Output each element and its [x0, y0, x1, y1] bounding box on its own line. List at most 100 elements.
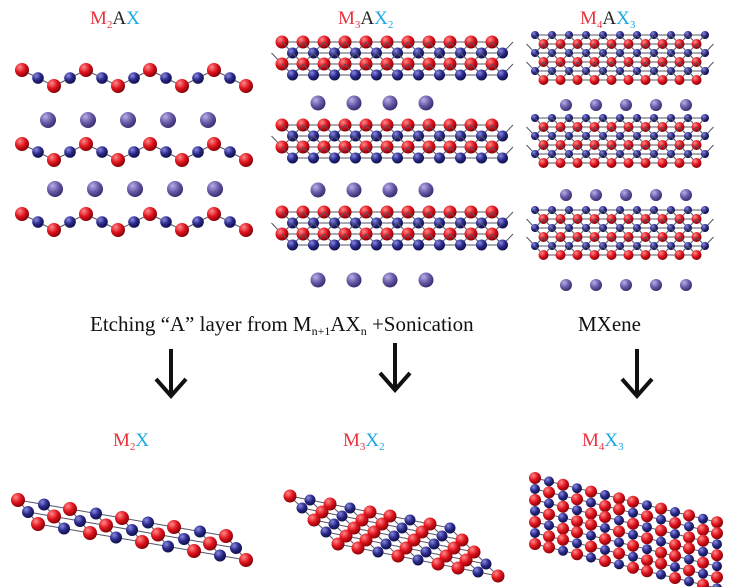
x-atom — [476, 152, 487, 164]
a-atom — [680, 99, 692, 111]
m-atom — [79, 137, 93, 151]
x-atom — [455, 239, 466, 251]
m-atom — [674, 158, 685, 168]
m-atom — [407, 533, 421, 547]
m-atom — [31, 517, 45, 531]
a-atom — [200, 112, 216, 128]
x-atom — [544, 476, 554, 487]
x-atom — [412, 554, 424, 566]
m-atom — [585, 540, 597, 553]
m2x-mxene-sheet — [11, 493, 253, 567]
x-atom — [344, 502, 356, 514]
a-atom — [310, 182, 326, 198]
m-atom — [641, 565, 653, 578]
m-atom — [589, 250, 600, 260]
m-atom — [239, 553, 253, 567]
m-atom — [655, 546, 667, 559]
x-atom — [572, 505, 582, 516]
a-atom — [590, 279, 602, 291]
m-atom — [640, 250, 651, 260]
x-atom — [684, 521, 694, 532]
x-atom — [455, 69, 466, 81]
m-atom — [711, 516, 723, 529]
x-atom — [64, 216, 76, 228]
m-atom — [399, 541, 413, 555]
m-atom — [711, 527, 723, 540]
x-atom — [530, 484, 540, 494]
a-atom — [167, 181, 183, 197]
m-atom — [557, 533, 569, 546]
m-atom — [175, 223, 189, 237]
m-atom — [431, 557, 445, 571]
m-atom — [143, 137, 157, 151]
m-atom — [657, 250, 668, 260]
m-atom — [143, 207, 157, 221]
m-atom — [697, 534, 709, 547]
m-atom — [143, 63, 157, 77]
m-atom — [451, 561, 465, 575]
x-atom — [428, 538, 440, 550]
m-atom — [572, 75, 583, 85]
a-atom — [650, 99, 662, 111]
x-atom — [670, 562, 680, 572]
m-atom — [111, 153, 125, 167]
m-atom — [467, 545, 481, 559]
x-atom — [32, 216, 44, 228]
x-atom — [656, 569, 666, 580]
m-atom — [423, 517, 437, 531]
m-atom — [697, 523, 709, 536]
x-atom — [698, 513, 708, 524]
x-atom — [296, 502, 308, 514]
x-atom — [600, 490, 610, 500]
m-atom — [135, 535, 149, 549]
m-atom — [683, 542, 695, 555]
m-atom — [641, 554, 653, 567]
x-atom — [558, 545, 568, 556]
x-atom — [74, 515, 86, 527]
m-atom — [571, 515, 583, 528]
x-atom — [64, 146, 76, 158]
m-atom — [623, 75, 634, 85]
m-atom — [415, 525, 429, 539]
x-atom — [128, 72, 140, 84]
m-atom — [543, 486, 555, 499]
m-atom — [606, 250, 617, 260]
m-atom — [641, 532, 653, 545]
m-atom — [339, 529, 353, 543]
m-atom — [115, 511, 129, 525]
x-atom — [436, 530, 448, 542]
m-atom — [557, 522, 569, 535]
m-atom — [669, 572, 681, 584]
x-atom — [162, 540, 174, 553]
x-atom — [90, 507, 102, 520]
x-atom — [712, 539, 722, 550]
m-atom — [627, 561, 639, 574]
m-atom — [455, 533, 469, 547]
x-atom — [308, 239, 319, 251]
m-atom — [697, 578, 709, 587]
x-atom — [698, 546, 708, 557]
a-atom — [346, 95, 362, 111]
label-m4x3: M4X3 — [582, 430, 624, 453]
m3ax2-crystal-structure — [271, 35, 514, 288]
x-atom — [586, 497, 596, 508]
m-atom — [543, 530, 555, 543]
m-atom — [538, 250, 549, 260]
m2ax-crystal-structure — [15, 63, 253, 237]
m-atom — [669, 539, 681, 551]
m-atom — [557, 478, 569, 491]
m-atom — [283, 489, 297, 503]
a-atom — [127, 181, 143, 197]
m-atom — [640, 158, 651, 168]
m-atom — [599, 555, 611, 567]
a-atom — [382, 182, 398, 198]
m-atom — [655, 557, 667, 570]
x-atom — [586, 552, 596, 563]
a-atom — [382, 95, 398, 111]
x-atom — [32, 146, 44, 158]
x-atom — [96, 72, 108, 84]
x-atom — [586, 530, 596, 541]
m-atom — [555, 158, 566, 168]
m-atom — [613, 503, 625, 516]
m-atom — [711, 549, 723, 562]
